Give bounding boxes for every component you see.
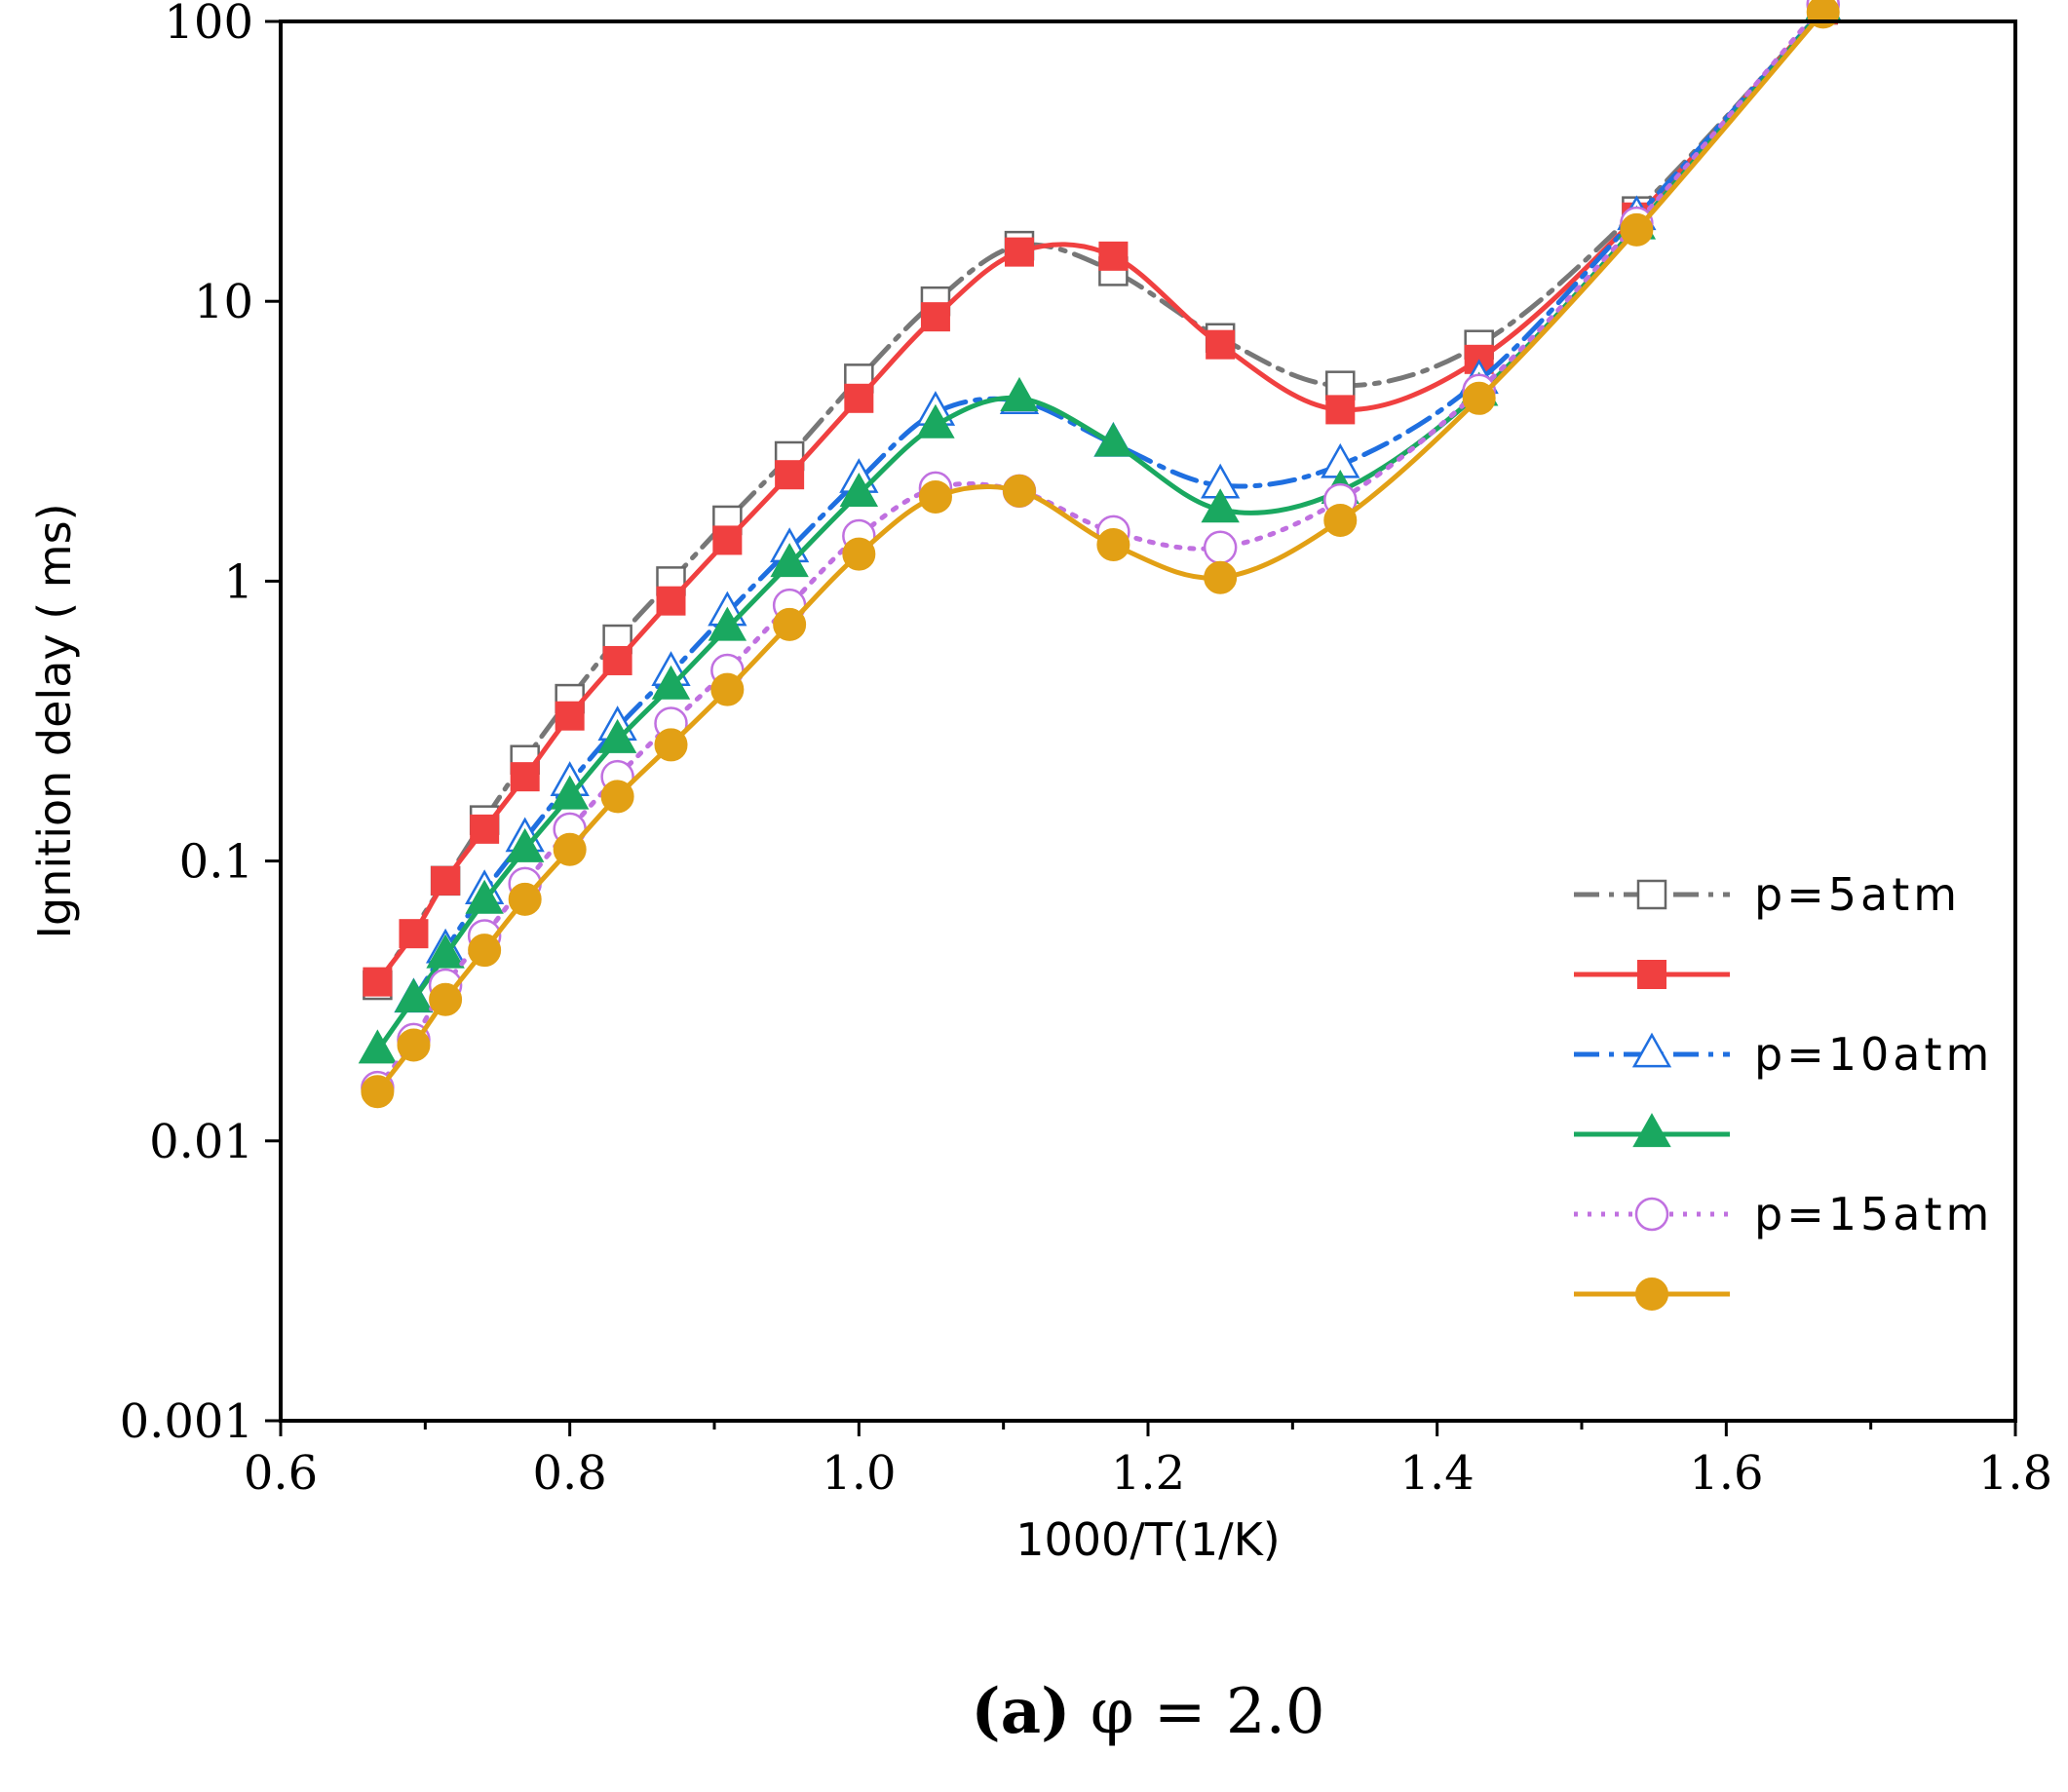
x-tick-label: 1.2 [1111, 1446, 1185, 1501]
legend: p=5atm p=10atm p=15atm [1574, 868, 1993, 1311]
series-line [411, 7, 1826, 1003]
data-point [1462, 381, 1496, 415]
legend-marker [1637, 960, 1666, 989]
series-line [374, 7, 1826, 988]
data-point [602, 645, 632, 675]
data-point [597, 718, 637, 753]
data-point [1620, 212, 1654, 247]
data-point [508, 882, 542, 916]
data-point [431, 865, 461, 896]
x-axis-title: 1000/T(1/K) [1015, 1513, 1281, 1566]
data-point [1325, 395, 1356, 425]
caption-condition: φ = 2.0 [1070, 1676, 1324, 1748]
data-point [842, 537, 876, 571]
data-point [916, 403, 955, 438]
legend-entry: p=10atm [1574, 1028, 1993, 1081]
data-point [1000, 376, 1039, 411]
data-point [710, 672, 745, 706]
data-point [844, 383, 874, 413]
data-point [1098, 241, 1129, 271]
data-point [1201, 488, 1240, 523]
legend-marker [1634, 1197, 1669, 1232]
data-point [770, 543, 809, 578]
data-point [358, 1029, 398, 1064]
legend-label: p=15atm [1754, 1188, 1993, 1240]
data-point [1203, 530, 1238, 565]
data-point [470, 814, 500, 844]
data-point [712, 525, 743, 555]
data-point [775, 460, 805, 490]
x-tick-label: 1.4 [1399, 1446, 1474, 1501]
series-2 [394, 0, 1843, 1013]
data-point [399, 919, 429, 949]
legend-label: p=5atm [1754, 868, 1961, 921]
data-point [429, 982, 463, 1016]
y-axis-title: Ignition delay ( ms) [28, 503, 81, 938]
data-point [1806, 0, 1840, 29]
legend-marker [1631, 1032, 1672, 1068]
data-point [468, 934, 502, 968]
legend-marker [1636, 879, 1667, 910]
data-point [920, 302, 950, 332]
legend-marker [1632, 1113, 1671, 1148]
data-point [363, 967, 393, 997]
y-tick-label: 0.001 [120, 1394, 253, 1449]
legend-entry: p=5atm [1574, 868, 1961, 921]
data-point [553, 832, 587, 866]
data-point [361, 1075, 395, 1109]
series-5 [361, 0, 1840, 1109]
data-point [1096, 527, 1130, 561]
data-point [600, 780, 634, 814]
x-tick-label: 0.8 [532, 1446, 606, 1501]
data-point [654, 728, 688, 762]
legend-entry [1574, 960, 1730, 989]
y-tick-label: 0.01 [149, 1115, 253, 1169]
data-point [651, 665, 691, 700]
data-point [465, 879, 504, 914]
series-line [374, 7, 1826, 985]
data-point [426, 934, 465, 969]
data-point [1323, 503, 1358, 537]
data-point [394, 977, 434, 1012]
data-point [1204, 560, 1238, 594]
axes-layer: 0.6 0.8 1.0 1.2 1.4 1.6 1.8 0.001 0.01 0.1 1 10 100 [120, 0, 2053, 1501]
data-point [550, 775, 590, 810]
figure-caption: (a) φ = 2.0 [971, 1675, 1324, 1748]
plot-frame [279, 19, 2017, 1423]
data-point [839, 472, 879, 508]
legend-entry: p=15atm [1574, 1188, 1993, 1240]
y-tick-label: 1 [223, 554, 253, 609]
data-point [1093, 422, 1133, 457]
data-point [1206, 329, 1236, 360]
legend-marker [1635, 1277, 1668, 1311]
x-tick-label: 1.8 [1978, 1446, 2052, 1501]
x-tick-label: 0.6 [244, 1446, 318, 1501]
series-layer [358, 0, 1843, 1109]
legend-label: p=10atm [1754, 1028, 1993, 1081]
series-line [374, 2, 1826, 1090]
data-point [918, 479, 952, 514]
data-point [1325, 370, 1356, 400]
data-point [510, 762, 540, 792]
legend-entry [1574, 1277, 1730, 1311]
data-point [1002, 474, 1036, 508]
data-point [1004, 237, 1034, 267]
legend-entry [1574, 1113, 1730, 1148]
data-point [773, 607, 807, 641]
y-tick-label: 100 [164, 0, 253, 50]
data-point [656, 586, 686, 616]
data-point [505, 827, 545, 862]
y-tick-label: 0.1 [179, 835, 253, 890]
data-point [708, 606, 747, 641]
data-point [397, 1028, 431, 1062]
y-tick-label: 10 [194, 275, 253, 329]
caption-panel-label: (a) [971, 1675, 1070, 1748]
data-point [555, 701, 585, 731]
x-tick-label: 1.6 [1689, 1446, 1763, 1501]
x-tick-label: 1.0 [822, 1446, 896, 1501]
